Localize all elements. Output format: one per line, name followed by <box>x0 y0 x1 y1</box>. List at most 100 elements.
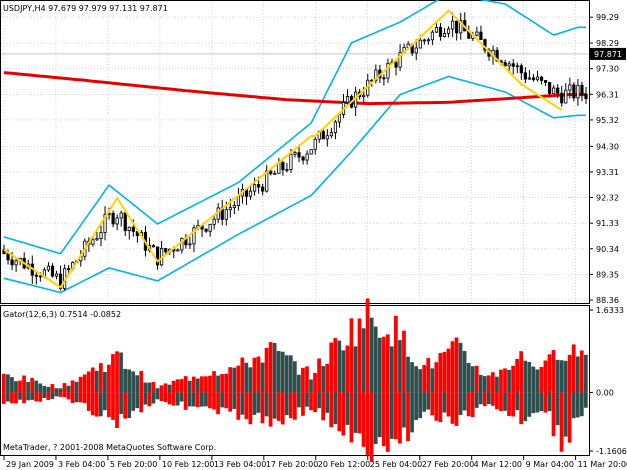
gator-bar-lower <box>349 392 354 443</box>
gator-bar-lower <box>50 392 55 400</box>
gator-bar-upper <box>86 371 91 393</box>
gator-bar-lower <box>373 392 378 444</box>
candle-body <box>155 246 160 266</box>
candle-body <box>572 84 576 99</box>
gator-bar-lower <box>66 392 71 400</box>
candle-body <box>273 172 277 175</box>
gator-bar-upper <box>579 350 584 393</box>
gator-bar-upper <box>115 351 119 393</box>
gator-bar-lower <box>252 392 257 415</box>
candle-body <box>301 156 305 161</box>
candle-body <box>515 65 519 68</box>
gator-bar-upper <box>389 346 394 393</box>
gator-bar-upper <box>394 315 398 393</box>
gator-bar-upper <box>232 367 237 393</box>
candle-body <box>386 62 390 79</box>
gator-bar-lower <box>179 392 184 402</box>
gator-bar-upper <box>571 344 576 393</box>
gator-bar-upper <box>171 380 176 393</box>
candle-body <box>422 39 426 42</box>
price-tick-label: 88.36 <box>596 296 619 305</box>
candle-body <box>446 28 451 34</box>
gator-bar-lower <box>260 392 265 424</box>
candle-body <box>95 238 99 241</box>
gator-bar-upper <box>495 376 499 393</box>
gator-bar-lower <box>58 392 63 397</box>
gator-bar-upper <box>236 365 241 393</box>
gator-bar-lower <box>10 392 14 404</box>
gator-bar-lower <box>511 392 515 417</box>
gator-bar-lower <box>216 392 220 415</box>
candle-body <box>103 214 107 233</box>
candle-body <box>119 212 123 219</box>
gator-bar-lower <box>208 392 212 409</box>
gator-bar-upper <box>280 351 285 393</box>
candle-body <box>257 184 261 188</box>
gator-bar-lower <box>474 392 479 408</box>
time-tick-label: 9 Mar 04:00 <box>526 460 574 469</box>
gator-bar-upper <box>98 363 103 393</box>
gator-bar-lower <box>147 392 152 407</box>
gator-bar-lower <box>563 392 568 437</box>
candle-body <box>459 20 463 34</box>
gator-bar-upper <box>143 382 148 393</box>
gator-bar-lower <box>155 392 160 400</box>
gator-bar-upper <box>212 371 216 393</box>
candle-body <box>560 92 564 104</box>
gator-bar-upper <box>34 380 39 393</box>
gator-bar-lower <box>119 392 123 414</box>
gator-bar-upper <box>42 385 47 393</box>
gator-bar-upper <box>313 373 317 393</box>
gator-axis: 1.6333 0.00 -1.1606 <box>589 306 627 456</box>
candle-body <box>151 245 156 248</box>
gator-bar-lower <box>345 392 350 425</box>
candle-body <box>507 63 511 67</box>
candle-body <box>293 152 297 155</box>
gator-bar-upper <box>333 338 338 393</box>
gator-bar-lower <box>571 392 576 419</box>
gator-bar-upper <box>450 341 455 393</box>
gator-bar-upper <box>454 337 459 393</box>
gator-bar-lower <box>284 392 289 416</box>
gator-bar-upper <box>46 386 51 393</box>
gator-bar-upper <box>297 374 301 393</box>
gator-bar-upper <box>491 372 495 393</box>
candle-body <box>576 84 580 99</box>
gator-bar-upper <box>22 375 26 393</box>
gator-bar-lower <box>434 392 439 421</box>
gator-bar-upper <box>345 345 350 393</box>
last-price-box <box>590 47 626 60</box>
gator-bar-lower <box>6 392 10 402</box>
gator-bar-upper <box>14 381 18 393</box>
gator-bar-upper <box>195 378 200 393</box>
gator-bar-upper <box>127 369 132 393</box>
candle-body <box>10 259 14 266</box>
gator-bar-upper <box>515 358 520 393</box>
gator-bar-upper <box>539 366 544 393</box>
gator-bar-lower <box>446 392 451 417</box>
gator-bar-upper <box>499 369 503 393</box>
gator-bar-lower <box>333 392 338 425</box>
gator-bar-upper <box>268 342 273 393</box>
price-grid <box>1 1 589 303</box>
candle-body <box>58 273 63 289</box>
gator-bar-lower <box>353 392 358 433</box>
gator-bar-lower <box>402 392 406 428</box>
gator-bar-lower <box>1 392 6 404</box>
candle-body <box>281 162 285 171</box>
gator-bar-lower <box>377 392 382 438</box>
gator-bar-upper <box>135 375 140 393</box>
time-tick-label: 13 Feb 04:00 <box>214 460 266 469</box>
candle-body <box>180 237 184 251</box>
candle-body <box>564 89 568 104</box>
gator-bar-lower <box>171 392 176 406</box>
candle-body <box>362 94 366 98</box>
gator-bar-upper <box>507 369 511 393</box>
gator-bar-upper <box>94 370 99 393</box>
gator-bar-lower <box>414 392 418 421</box>
gator-bar-upper <box>519 351 524 393</box>
gator-bar-lower <box>385 392 390 452</box>
gator-bar-lower <box>123 392 127 419</box>
gator-bar-upper <box>418 369 423 393</box>
gator-bar-lower <box>103 392 107 411</box>
